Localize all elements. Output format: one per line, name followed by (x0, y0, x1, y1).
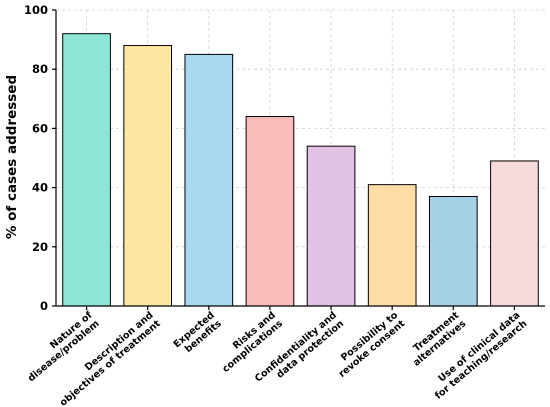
y-tick-label: 60 (32, 121, 48, 135)
bar (62, 33, 111, 307)
x-tick-label: Possibility torevoke consent (330, 310, 408, 380)
x-tick-label: Expectedbenefits (172, 310, 224, 359)
y-tick-label: 100 (24, 3, 48, 17)
bar (428, 195, 478, 307)
y-axis: 0 20 40 60 80 100 (24, 3, 57, 313)
bars (62, 33, 539, 307)
bar (367, 184, 417, 307)
x-tick-label: Description andobjectives of treatment (51, 310, 163, 407)
bar (306, 145, 356, 307)
y-tick-label: 0 (40, 299, 48, 313)
bar (123, 45, 173, 307)
bar (490, 160, 539, 307)
y-axis-title: % of cases addressed (4, 75, 20, 239)
y-tick-label: 20 (32, 240, 48, 254)
y-tick-label: 40 (32, 181, 48, 195)
bar (245, 116, 295, 307)
bar (184, 53, 234, 307)
y-tick-label: 80 (32, 62, 48, 76)
